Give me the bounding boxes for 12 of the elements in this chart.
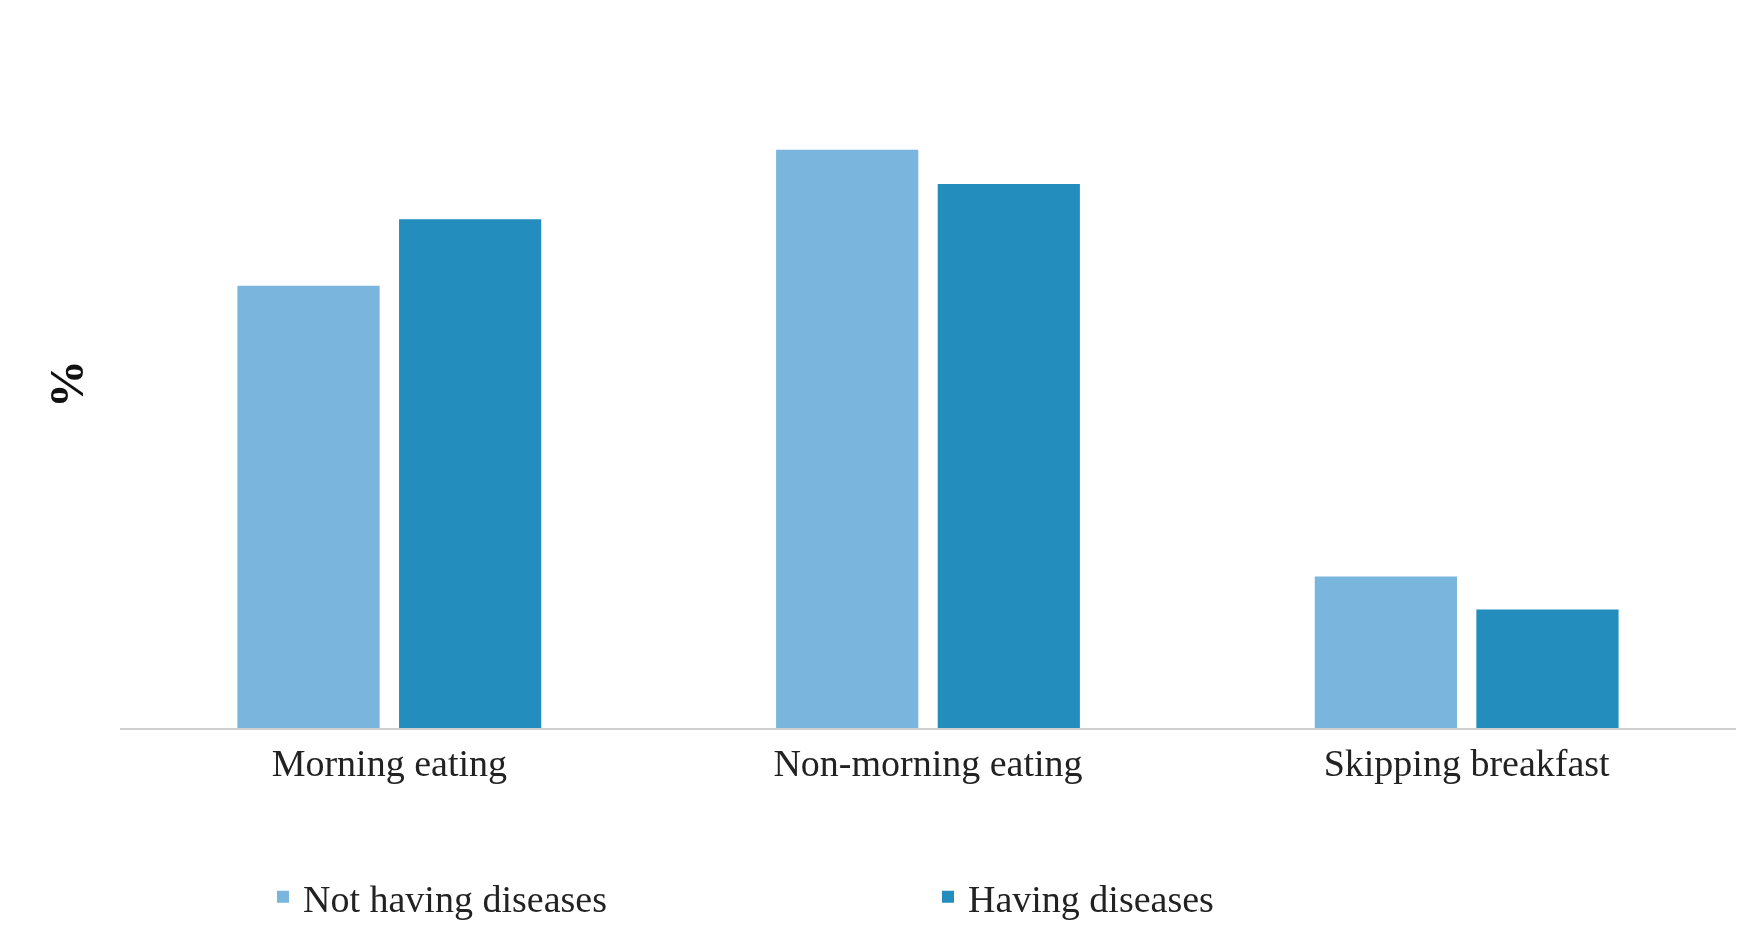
bar [237,285,380,728]
x-tick-label: Non-morning eating [773,741,1083,784]
legend-label: Having diseases [968,877,1214,920]
bar [399,219,542,728]
y-axis-title: % [39,360,93,408]
bar [937,183,1080,728]
bar [776,149,919,728]
bar [1314,576,1457,728]
legend-label: Not having diseases [303,877,607,920]
bar [1476,609,1619,728]
x-tick-label: Morning eating [271,741,508,784]
x-tick-label: Skipping breakfast [1323,741,1611,784]
